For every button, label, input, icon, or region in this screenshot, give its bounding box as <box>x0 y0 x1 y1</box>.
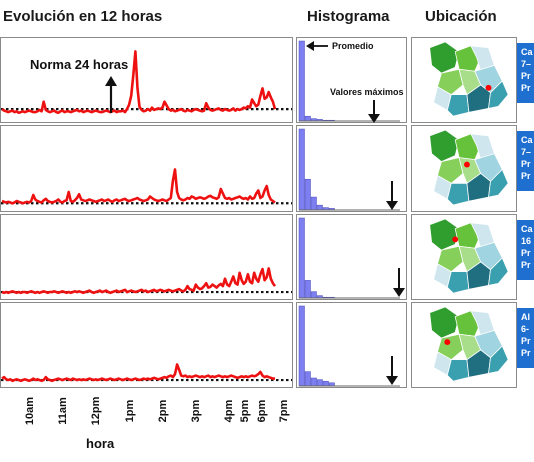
max-arrow-icon-2 <box>386 181 398 210</box>
map-region <box>488 80 509 109</box>
max-arrow-icon-1 <box>368 100 380 123</box>
map-region <box>446 359 470 382</box>
map-region <box>437 68 464 96</box>
map-region <box>429 218 460 251</box>
histogram-bar <box>304 178 311 211</box>
evolution-plot-2 <box>0 125 293 212</box>
histogram-plot-2 <box>296 125 407 212</box>
histogram-plot-4 <box>296 302 407 388</box>
x-tick-label: 1pm <box>124 399 136 423</box>
histogram-bar <box>298 40 305 122</box>
histogram-bar <box>310 291 317 299</box>
station-marker <box>464 161 470 168</box>
series-line <box>1 50 277 115</box>
max-arrow-icon-4 <box>386 356 398 385</box>
histogram-header: Histograma <box>307 8 390 25</box>
histogram-bar <box>298 217 305 299</box>
map-region <box>446 94 470 117</box>
x-tick-label: 11am <box>57 397 69 425</box>
x-axis-label: hora <box>86 436 115 451</box>
info-panel-2: Ca 7– Pr Pr <box>517 131 534 191</box>
valores-maximos-label: Valores máximos <box>330 87 404 97</box>
map-region <box>437 245 464 273</box>
location-map-3 <box>411 214 517 300</box>
histogram-bar <box>304 280 311 299</box>
map-region <box>488 345 509 374</box>
series-line <box>1 168 276 205</box>
map-region <box>488 257 509 286</box>
station-marker <box>485 84 492 91</box>
histogram-bar <box>298 128 305 211</box>
histogram-bar <box>316 204 323 211</box>
x-tick-label: 10am <box>24 396 36 426</box>
location-map-2 <box>411 125 517 212</box>
x-tick-label: 5pm <box>239 399 251 423</box>
norm-annotation: Norma 24 horas <box>30 57 129 72</box>
evolution-header: Evolución en 12 horas <box>3 8 163 25</box>
evolution-plot-4 <box>0 302 293 388</box>
evolution-plot-3 <box>0 214 293 300</box>
map-region <box>437 157 464 184</box>
station-marker <box>444 339 451 345</box>
location-map-1 <box>411 37 517 123</box>
histogram-bar <box>310 377 317 387</box>
x-tick-label: 3pm <box>190 399 202 423</box>
map-region <box>488 168 509 198</box>
x-tick-label: 6pm <box>256 399 268 423</box>
promedio-arrow-icon <box>306 41 328 51</box>
x-tick-label: 2pm <box>157 399 169 423</box>
info-panel-4: Al 6- Pr Pr <box>517 308 534 368</box>
histogram-bar <box>322 380 329 387</box>
x-tick-label: 4pm <box>223 399 235 423</box>
max-arrow-icon-3 <box>393 268 405 297</box>
histogram-bar <box>304 115 311 122</box>
map-region <box>429 129 460 163</box>
histogram-bar <box>298 305 305 387</box>
histogram-bar <box>316 379 323 387</box>
histogram-bar <box>310 196 317 211</box>
histogram-plot-3 <box>296 214 407 300</box>
series-line <box>1 363 275 383</box>
x-tick-label: 7pm <box>278 399 290 423</box>
promedio-label: Promedio <box>332 41 374 51</box>
map-region <box>429 306 460 339</box>
map-region <box>429 41 460 74</box>
info-panel-1: Ca 7– Pr Pr <box>517 43 534 103</box>
station-marker <box>452 236 459 243</box>
series-line <box>1 267 277 295</box>
histogram-bar <box>304 371 311 387</box>
location-map-4 <box>411 302 517 388</box>
map-region <box>446 182 470 206</box>
x-tick-label: 12pm <box>90 396 102 426</box>
location-header: Ubicación <box>425 8 497 25</box>
info-panel-3: Ca 16 Pr Pr <box>517 220 534 280</box>
evolution-plot-1 <box>0 37 293 123</box>
map-region <box>446 271 470 294</box>
norm-arrow-icon <box>105 76 117 113</box>
histogram-plot-1 <box>296 37 407 123</box>
map-region <box>437 333 464 361</box>
